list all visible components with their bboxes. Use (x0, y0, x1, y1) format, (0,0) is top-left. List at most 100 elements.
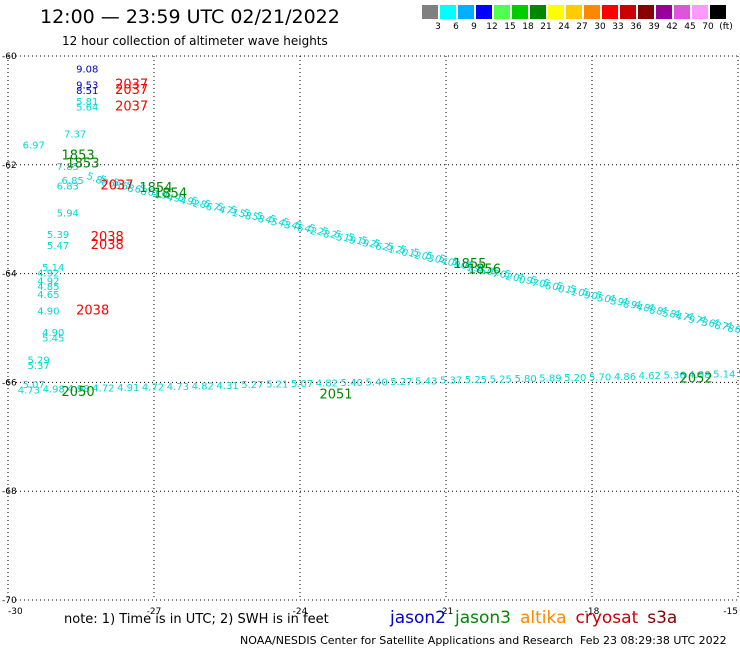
swh-value: 5.21 (266, 380, 288, 391)
swh-value: 6.85 (62, 176, 84, 187)
lat-tick-label: -64 (2, 270, 17, 280)
swh-value: 4.60 (737, 323, 740, 342)
swh-value: 5.37 (27, 361, 49, 372)
swh-value: 4.98 (688, 370, 710, 381)
legend-jason3: jason3 (455, 608, 511, 628)
pass-time-label: 2038 (91, 230, 124, 245)
swh-value: 4.98 (43, 385, 65, 396)
axis-tick-labels: -30 -27 -24 -21 -18 -15 -60 -62 -64 -66 -68 -70 (2, 52, 738, 617)
swh-value: 5.6 (738, 369, 740, 380)
colorbar-swatch (674, 5, 690, 19)
swh-value: 4.82 (316, 379, 338, 390)
swh-value: 4.73 (18, 385, 40, 396)
lon-tick-label: -30 (8, 607, 23, 617)
colorbar-label: 42 (666, 22, 678, 32)
swh-value: 5.81 (76, 97, 98, 108)
colorbar-swatch (602, 5, 618, 19)
colorbar-label: 70 (702, 22, 714, 32)
colorbar-label: 21 (540, 22, 552, 32)
colorbar-label: 39 (648, 22, 660, 32)
legend-jason2: jason2 (390, 608, 446, 628)
colorbar-label: 18 (522, 22, 534, 32)
swh-value: 9.53 (76, 81, 98, 92)
colorbar-swatch (584, 5, 600, 19)
swh-value: 5.27 (241, 380, 263, 391)
swh-value: 7.37 (64, 130, 86, 141)
swh-value: 5.14 (42, 263, 64, 274)
swh-value: 9.08 (76, 64, 98, 75)
swh-value: 4.82 (192, 381, 214, 392)
colorbar-label: 36 (630, 22, 642, 32)
colorbar-label: 15 (504, 22, 516, 32)
colorbar-label: (ft) (719, 22, 733, 32)
colorbar-label: 9 (471, 22, 477, 32)
swh-value: 4.92 (37, 268, 59, 279)
colorbar-label: 12 (486, 22, 498, 32)
swh-value: 4.62 (639, 371, 661, 382)
swh-value: 5.25 (490, 375, 512, 386)
colorbar-swatch (566, 5, 582, 19)
swh-value: 4.90 (37, 306, 59, 317)
swh-value: 5.89 (539, 373, 561, 384)
swh-value: 4.72 (92, 384, 114, 395)
swh-value: 6.83 (57, 181, 79, 192)
generated-timestamp: Feb 23 08:29:38 UTC 2022 (580, 634, 727, 647)
colorbar-label: 30 (594, 22, 606, 32)
map-title: 12:00 — 23:59 UTC 02/21/2022 (40, 6, 340, 28)
graticule (7, 55, 739, 601)
swh-value: 4.31 (216, 381, 238, 392)
colorbar-swatch (530, 5, 546, 19)
pass-time-label: 1853 (66, 157, 99, 172)
swh-value: 5.40 (341, 378, 363, 389)
swh-value: 5.14 (713, 370, 735, 381)
colorbar-swatch (458, 5, 474, 19)
pass-time-label: 2037 (100, 178, 133, 193)
swh-value: 6.97 (23, 140, 45, 151)
swh-value: 5.94 (57, 208, 79, 219)
lon-tick-label: -21 (439, 607, 454, 617)
colorbar-swatch (710, 5, 726, 19)
lon-tick-label: -18 (585, 607, 600, 617)
lon-tick-label: -24 (293, 607, 308, 617)
legend-cryosat: cryosat (575, 608, 639, 628)
swh-value: 4.86 (614, 372, 636, 383)
wave-height-labels: 9.08 9.538.515.815.64 7.37 6.97 7.85 6.856.83… (23, 64, 99, 391)
colorbar-swatch (620, 5, 636, 19)
lat-tick-label: -68 (2, 487, 17, 497)
swh-value: 5.64 (76, 102, 98, 113)
lon-tick-label: -27 (147, 607, 162, 617)
colorbar-swatch (494, 5, 510, 19)
pass-time-label: 1854 (139, 181, 172, 196)
colorbar-swatch (440, 5, 456, 19)
swh-value: 5.40 (365, 377, 387, 388)
pass-time-label: 2037 (115, 78, 148, 93)
swh-value: 4.90 (42, 328, 64, 339)
colorbar-swatch (422, 5, 438, 19)
swh-value: 4.65 (37, 290, 59, 301)
colorbar-label: 6 (453, 22, 459, 32)
colorbar-swatch (692, 5, 708, 19)
swh-value: 5.20 (564, 373, 586, 384)
satellite-tracks: 5.885.685.685.685.615.945.945.925.865.74… (18, 171, 740, 396)
swh-value: 7.85 (57, 162, 79, 173)
satellite-legend: jason2 jason3 altika cryosat s3a (390, 608, 686, 628)
swh-value: 5.47 (47, 241, 69, 252)
swh-value: 5.80 (514, 374, 536, 385)
lat-tick-label: -66 (2, 378, 17, 388)
lon-tick-label: -15 (723, 607, 738, 617)
pass-time-label: 2051 (319, 388, 352, 403)
swh-value: 4.91 (117, 383, 139, 394)
swh-value: 5.29 (27, 355, 49, 366)
swh-value: 4.73 (167, 382, 189, 393)
swh-value: 5.25 (465, 375, 487, 386)
colorbar-label: 27 (576, 22, 588, 32)
colorbar-swatch (512, 5, 528, 19)
swh-value: 5.07 (23, 380, 45, 391)
swh-value: 4.98 (67, 384, 89, 395)
colorbar-swatch (548, 5, 564, 19)
swh-value: 5.39 (47, 230, 69, 241)
colorbar-swatch (656, 5, 672, 19)
colorbar-swatch (476, 5, 492, 19)
swh-value: 8.51 (76, 86, 98, 97)
